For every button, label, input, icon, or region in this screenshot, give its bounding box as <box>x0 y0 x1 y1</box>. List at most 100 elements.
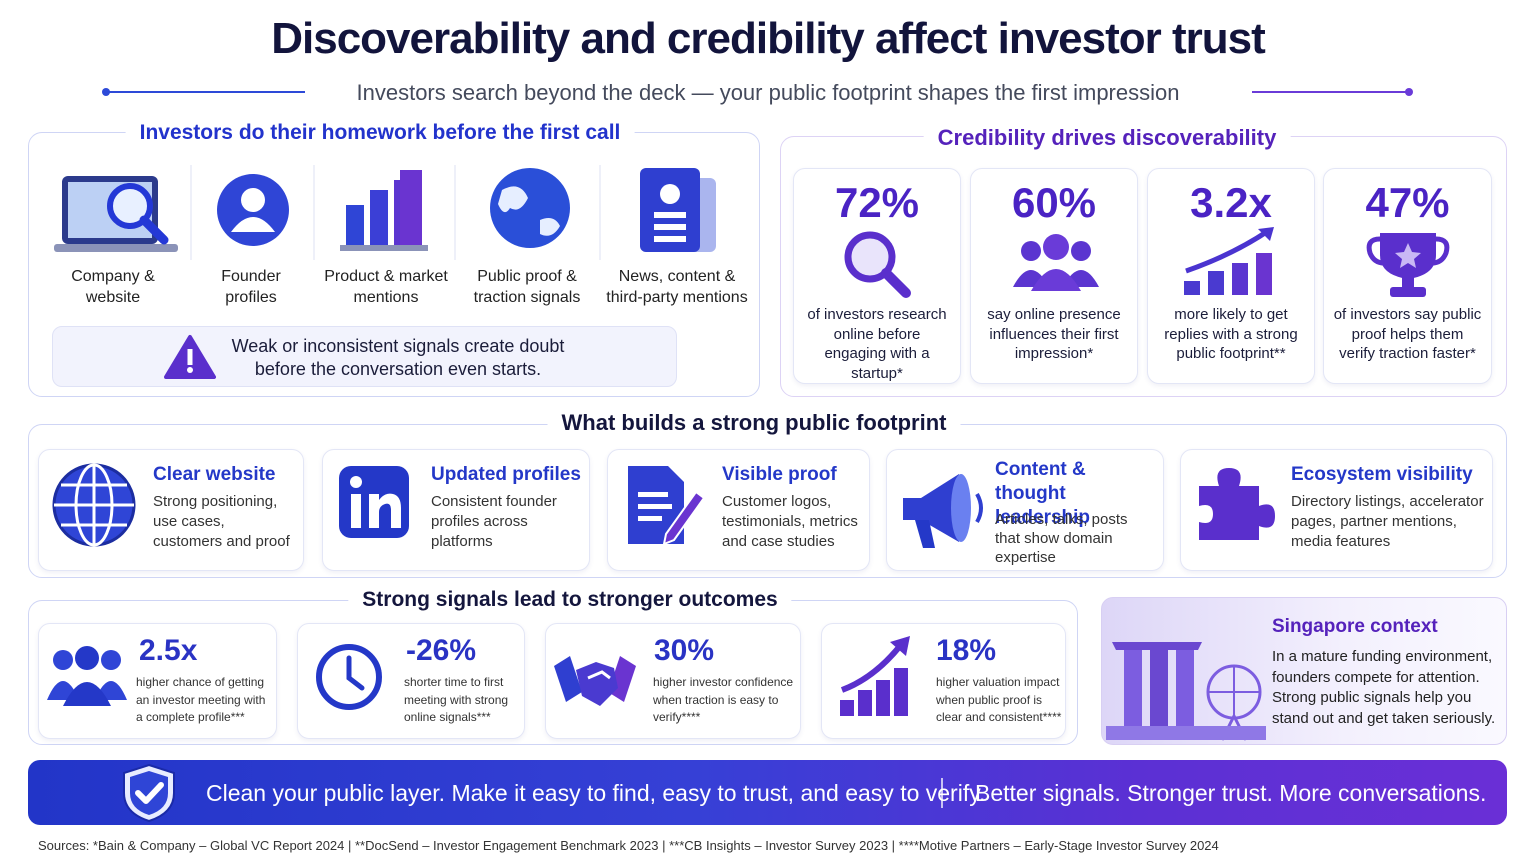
footprint-icon-part <box>1199 468 1275 540</box>
credibility-title: Credibility drives discoverability <box>923 125 1291 151</box>
stat-icon <box>1013 234 1099 291</box>
homework-icons-part <box>340 245 428 251</box>
homework-icons-part <box>654 212 686 218</box>
homework-icons-part <box>231 217 275 232</box>
homework-item: News, content & third-party mentions <box>606 268 748 306</box>
stat-icon-part <box>1395 243 1421 268</box>
stat-icon-part <box>1021 241 1041 261</box>
outcome-card: 18% higher valuation impact when public … <box>821 623 1066 739</box>
singapore-text: In a mature funding environment, founder… <box>1272 648 1496 727</box>
skyline <box>1106 642 1266 741</box>
stat-icon-part <box>1258 227 1274 241</box>
stat-icon-part <box>1013 270 1099 287</box>
cta-right: Better signals. Stronger trust. More con… <box>975 780 1487 806</box>
outcome-icon-part <box>587 670 611 680</box>
stat-icon-part <box>1043 234 1069 260</box>
outcome-icon <box>316 644 382 710</box>
homework-icons-part <box>660 184 680 204</box>
outcome-icon-part <box>858 690 872 716</box>
footprint-card: Ecosystem visibility Directory listings,… <box>1180 449 1493 571</box>
stat-icon-part <box>1256 253 1272 295</box>
cta-divider <box>941 778 943 808</box>
footprint-title: What builds a strong public footprint <box>547 410 961 436</box>
outcome-icon <box>840 636 910 716</box>
footprint-icon-part <box>915 520 935 548</box>
outcome-value: -26% <box>406 634 477 667</box>
homework-item: Product & market mentions <box>324 268 448 306</box>
footprint-icon-part <box>350 476 362 488</box>
warning-icon-part <box>187 367 193 373</box>
footprint-card: Content & thought leadership Articles, t… <box>886 449 1164 571</box>
footprint-icon-part <box>638 516 662 521</box>
stat-icon <box>1184 227 1274 295</box>
stat-icon-part <box>881 268 911 298</box>
stat-value: 72% <box>834 179 920 226</box>
subtitle-rules <box>102 88 1413 96</box>
outcome-card: -26% shorter time to first meeting with … <box>297 623 525 739</box>
outcome-text: higher valuation impact when public proo… <box>936 675 1062 724</box>
cta-banner: Clean your public layer. Make it easy to… <box>28 760 1507 825</box>
outcome-icon-part <box>840 644 903 693</box>
footprint-item-title: Ecosystem visibility <box>1291 464 1473 485</box>
warning-text: Weak or inconsistent signals create doub… <box>231 336 565 379</box>
stat-icon <box>844 231 911 298</box>
stat-icon-part <box>1208 271 1224 295</box>
footprint-item-title: Content & thought leadership <box>995 459 1091 528</box>
skyline-part <box>1124 650 1142 740</box>
skyline-part <box>1176 650 1194 740</box>
warning-icon <box>164 335 216 379</box>
stat-card: 3.2x more likely to get replies with a s… <box>1147 168 1315 384</box>
footprint-icon-part <box>662 490 704 546</box>
skyline-part <box>1106 726 1266 740</box>
footprint-icon-part <box>975 493 983 523</box>
homework-item: Public proof & traction signals <box>473 268 581 306</box>
footprint-icon <box>628 466 704 546</box>
footprint-icon-part <box>903 474 959 542</box>
homework-icons-part <box>640 168 700 252</box>
homework-icons <box>54 165 716 260</box>
outcome-value: 2.5x <box>139 634 198 667</box>
outcome-icon-part <box>876 680 890 716</box>
stat-icon-part <box>1366 236 1450 266</box>
stat-icon-part <box>1232 263 1248 295</box>
footprint-item-text: Customer logos, testimonials, metrics an… <box>722 493 858 550</box>
warning-box <box>52 326 677 387</box>
homework-icons-part <box>498 186 560 236</box>
footprint-icon <box>339 466 409 538</box>
stat-text: say online presence influences their fir… <box>987 306 1121 362</box>
stat-icon-part <box>1071 241 1091 261</box>
stat-icon-part <box>1031 269 1081 291</box>
stat-value: 3.2x <box>1190 179 1272 226</box>
footprint-item-text: Articles, talks, posts that show domain … <box>995 511 1128 566</box>
stat-icon <box>1366 233 1450 297</box>
footprint-item-title: Visible proof <box>722 464 837 485</box>
homework-item: Company & website <box>71 268 155 306</box>
outcome-icon-part <box>63 682 111 706</box>
outcome-icon-part <box>554 656 582 702</box>
outcome-icon-part <box>576 662 618 706</box>
homework-item: Founder profiles <box>221 268 281 306</box>
outcome-icon-part <box>890 636 910 656</box>
stat-text: more likely to get replies with a strong… <box>1164 306 1298 362</box>
homework-icons-part <box>241 188 265 212</box>
outcome-icon-part <box>101 650 121 670</box>
title: Discoverability and credibility affect i… <box>271 14 1266 63</box>
homework-icons-part <box>54 244 178 252</box>
stat-card: 60% say online presence influences their… <box>970 168 1138 384</box>
footprint-icon-part <box>351 494 361 528</box>
subtitle: Investors search beyond the deck — your … <box>356 80 1180 105</box>
footprint-item-text: Directory listings, accelerator pages, p… <box>1291 493 1484 550</box>
stat-text: of investors say public proof helps them… <box>1333 306 1482 362</box>
stat-card: 47% of investors say public proof helps … <box>1323 168 1492 384</box>
homework-title: Investors do their homework before the f… <box>125 121 635 145</box>
footprint-card: Visible proof Customer logos, testimonia… <box>607 449 870 571</box>
warning-icon-part <box>187 349 193 365</box>
outcomes-title: Strong signals lead to stronger outcomes <box>348 588 792 612</box>
shield-icon-part <box>130 771 168 815</box>
footprint-card: Updated profiles Consistent founder prof… <box>322 449 590 571</box>
subtitle-rules-part <box>102 88 110 96</box>
outcome-icon <box>554 656 636 706</box>
stat-value: 47% <box>1365 179 1450 226</box>
sources: Sources: *Bain & Company – Global VC Rep… <box>38 838 1219 853</box>
